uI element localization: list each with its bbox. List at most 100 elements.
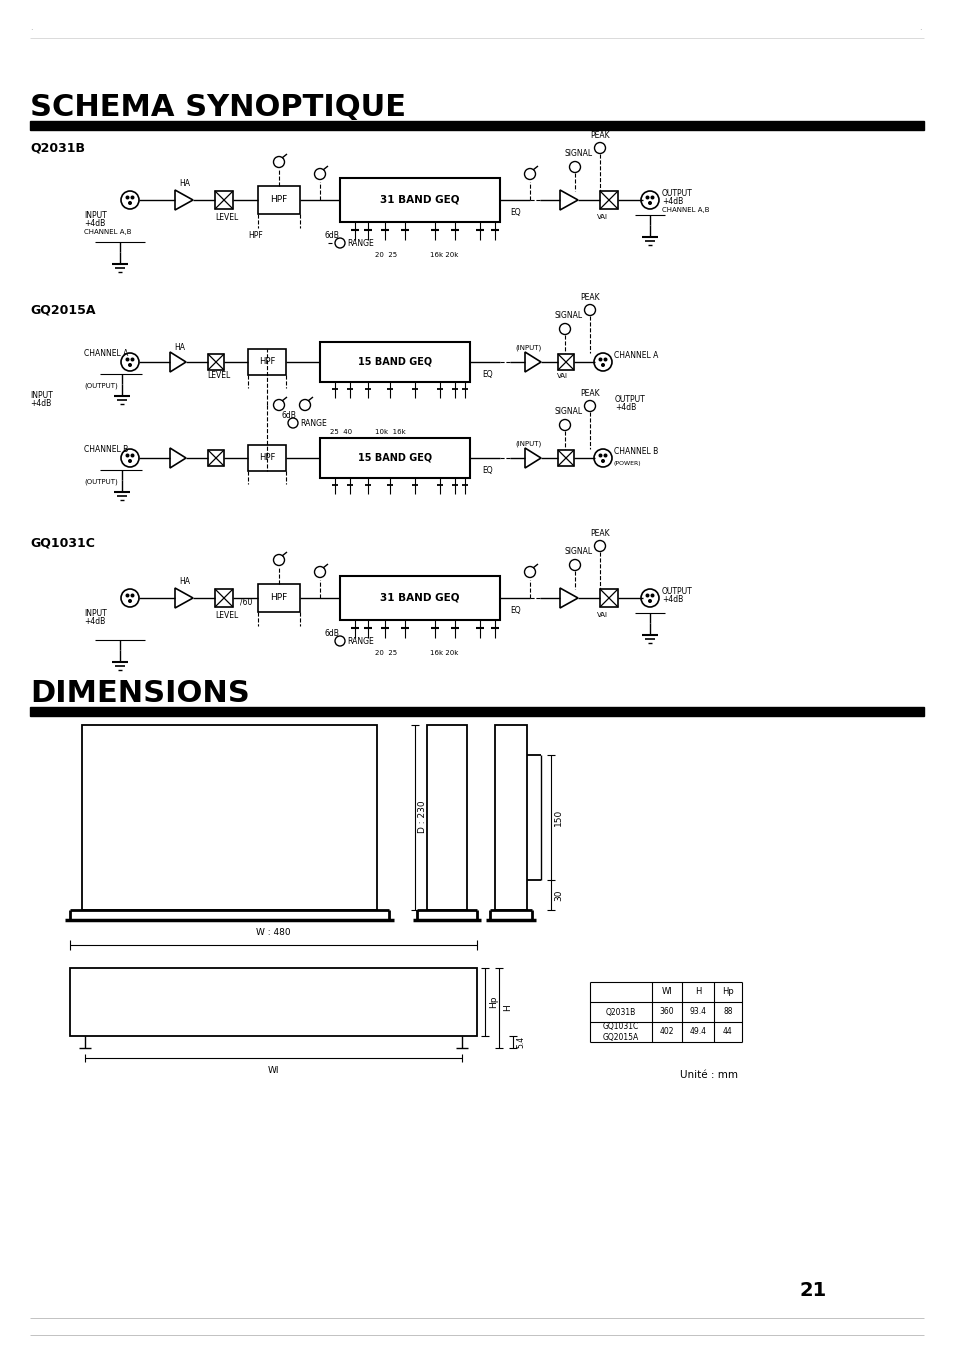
- Text: INPUT: INPUT: [30, 390, 52, 400]
- Text: 150: 150: [554, 808, 562, 825]
- Bar: [319, 342, 470, 382]
- Text: Wl: Wl: [267, 1066, 278, 1075]
- Text: 88: 88: [722, 1008, 732, 1016]
- Text: LEVEL: LEVEL: [214, 611, 238, 620]
- Circle shape: [645, 196, 648, 199]
- Bar: [208, 354, 224, 370]
- Text: VAI: VAI: [557, 373, 567, 380]
- Text: Hp: Hp: [489, 996, 497, 1008]
- Bar: [339, 178, 499, 222]
- Text: 402: 402: [659, 1028, 674, 1036]
- Text: 31 BAND GEQ: 31 BAND GEQ: [380, 593, 459, 603]
- Text: Unité : mm: Unité : mm: [679, 1070, 738, 1079]
- Text: 10k  16k: 10k 16k: [375, 430, 405, 435]
- Circle shape: [126, 454, 129, 457]
- Text: (INPUT): (INPUT): [515, 440, 540, 447]
- Text: LEVEL: LEVEL: [207, 372, 230, 381]
- Text: OUTPUT: OUTPUT: [661, 189, 692, 199]
- Text: 20  25: 20 25: [375, 650, 396, 657]
- Circle shape: [598, 454, 601, 457]
- Text: RANGE: RANGE: [299, 419, 327, 427]
- Circle shape: [126, 594, 129, 597]
- Text: 16k 20k: 16k 20k: [430, 253, 457, 258]
- Circle shape: [129, 201, 132, 204]
- Text: PEAK: PEAK: [579, 293, 599, 301]
- Text: 16k 20k: 16k 20k: [430, 650, 457, 657]
- Text: 20  25: 20 25: [375, 253, 396, 258]
- Text: 6dB: 6dB: [282, 412, 296, 420]
- Circle shape: [129, 600, 132, 603]
- Bar: [599, 589, 618, 607]
- Bar: [339, 576, 499, 620]
- Text: OUTPUT: OUTPUT: [661, 588, 692, 597]
- Bar: [214, 589, 233, 607]
- Text: CHANNEL A: CHANNEL A: [84, 350, 129, 358]
- Text: CHANNEL A,B: CHANNEL A,B: [84, 230, 132, 235]
- Text: CHANNEL A: CHANNEL A: [614, 351, 658, 361]
- Text: 5.4: 5.4: [516, 1036, 524, 1048]
- Text: INPUT: INPUT: [84, 609, 107, 619]
- Text: SIGNAL: SIGNAL: [555, 408, 582, 416]
- Circle shape: [132, 594, 133, 597]
- Text: OUTPUT: OUTPUT: [615, 396, 645, 404]
- Bar: [257, 584, 299, 612]
- Text: RANGE: RANGE: [347, 636, 374, 646]
- Text: LEVEL: LEVEL: [214, 212, 238, 222]
- Text: HA: HA: [179, 577, 190, 586]
- Circle shape: [132, 196, 133, 199]
- Text: VAI: VAI: [597, 612, 607, 617]
- Text: +4dB: +4dB: [30, 399, 51, 408]
- Circle shape: [648, 600, 651, 603]
- Text: +4dB: +4dB: [661, 596, 682, 604]
- Bar: [70, 969, 476, 1036]
- Text: 93.4: 93.4: [689, 1008, 706, 1016]
- Circle shape: [129, 363, 132, 366]
- Text: PEAK: PEAK: [589, 131, 609, 139]
- Text: HA: HA: [179, 180, 190, 189]
- Text: 15 BAND GEQ: 15 BAND GEQ: [357, 453, 432, 463]
- Text: HPF: HPF: [270, 593, 287, 603]
- Bar: [599, 190, 618, 209]
- Text: PEAK: PEAK: [579, 389, 599, 397]
- Text: CHANNEL B: CHANNEL B: [84, 446, 128, 454]
- Text: SIGNAL: SIGNAL: [564, 150, 593, 158]
- Circle shape: [651, 594, 653, 597]
- Circle shape: [132, 358, 133, 361]
- Text: SIGNAL: SIGNAL: [555, 312, 582, 320]
- Circle shape: [645, 594, 648, 597]
- Text: 6dB: 6dB: [325, 630, 339, 639]
- Text: HPF: HPF: [258, 454, 274, 462]
- Bar: [214, 190, 233, 209]
- Text: (INPUT): (INPUT): [515, 345, 540, 351]
- Text: 49.4: 49.4: [689, 1028, 706, 1036]
- Text: DIMENSIONS: DIMENSIONS: [30, 678, 250, 708]
- Text: INPUT: INPUT: [84, 212, 107, 220]
- Text: (OUTPUT): (OUTPUT): [84, 382, 117, 389]
- Text: GQ2015A: GQ2015A: [30, 304, 95, 316]
- Text: EQ: EQ: [510, 208, 520, 218]
- Text: EQ: EQ: [481, 370, 492, 378]
- Text: W : 480: W : 480: [255, 928, 290, 938]
- Bar: [82, 725, 376, 911]
- Text: GQ1031C: GQ1031C: [30, 536, 94, 550]
- Bar: [208, 450, 224, 466]
- Bar: [248, 349, 286, 376]
- Text: HPF: HPF: [258, 358, 274, 366]
- Circle shape: [603, 454, 606, 457]
- Circle shape: [651, 196, 653, 199]
- Text: .: .: [918, 23, 921, 32]
- Text: 360: 360: [659, 1008, 674, 1016]
- Circle shape: [132, 454, 133, 457]
- Text: +4dB: +4dB: [84, 219, 105, 228]
- Bar: [427, 725, 467, 911]
- Circle shape: [598, 358, 601, 361]
- Text: 30: 30: [554, 889, 562, 901]
- Text: HA: HA: [173, 343, 185, 351]
- Text: +4dB: +4dB: [615, 404, 636, 412]
- Bar: [257, 186, 299, 213]
- Text: PEAK: PEAK: [589, 528, 609, 538]
- Bar: [558, 450, 574, 466]
- Text: SCHEMA SYNOPTIQUE: SCHEMA SYNOPTIQUE: [30, 92, 406, 122]
- Text: HPF: HPF: [270, 196, 287, 204]
- Circle shape: [129, 459, 132, 462]
